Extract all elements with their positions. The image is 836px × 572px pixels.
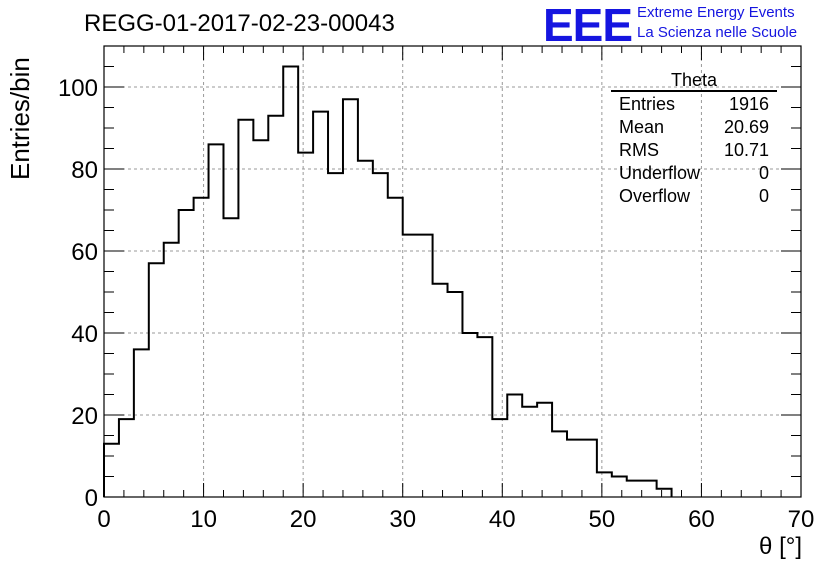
- eee-logo: EEE: [543, 0, 633, 51]
- histogram-bin: [268, 116, 283, 497]
- x-tick-label: 60: [688, 506, 715, 533]
- x-tick-label: 30: [389, 506, 416, 533]
- logo-line-1: Extreme Energy Events: [637, 4, 795, 21]
- histogram-bin: [104, 444, 119, 497]
- x-tick-label: 20: [290, 506, 317, 533]
- histogram-bin: [627, 481, 642, 497]
- stats-row: Underflow 0: [611, 162, 777, 185]
- stats-row: RMS 10.71: [611, 139, 777, 162]
- x-tick-label: 40: [489, 506, 516, 533]
- histogram-bin: [597, 472, 612, 497]
- stats-value: 1916: [728, 94, 769, 114]
- x-tick-label: 0: [97, 506, 110, 533]
- histogram-bin: [537, 403, 552, 497]
- stats-box: Theta Entries 1916 Mean 20.69 RMS 10.71 Underf…: [611, 71, 777, 208]
- histogram-bin: [433, 284, 448, 497]
- histogram-bin: [418, 235, 433, 497]
- stats-label: Overflow: [619, 186, 691, 206]
- y-tick-label: 20: [71, 403, 98, 430]
- histogram-bin: [119, 419, 134, 497]
- histogram-bin: [328, 173, 343, 497]
- histogram-bin: [477, 337, 492, 497]
- histogram-bin: [283, 67, 298, 498]
- histogram-bin: [522, 407, 537, 497]
- histogram-bin: [179, 210, 194, 497]
- histogram-bin: [567, 440, 582, 497]
- histogram-bin: [343, 99, 358, 497]
- stats-value: 0: [758, 163, 769, 183]
- y-tick-label: 100: [58, 75, 98, 102]
- stats-label: RMS: [619, 140, 659, 160]
- histogram-bin: [582, 440, 597, 497]
- stats-label: Mean: [619, 117, 665, 137]
- logo-line-2: La Scienza nelle Scuole: [637, 24, 798, 41]
- stats-value: 0: [758, 186, 769, 206]
- y-tick-label: 60: [71, 239, 98, 266]
- histogram-series: [103, 65, 673, 497]
- histogram-bin: [373, 173, 388, 497]
- y-tick-label: 80: [71, 157, 98, 184]
- chart-title: REGG-01-2017-02-23-00043: [84, 10, 395, 37]
- x-axis-label: θ [°]: [759, 533, 802, 560]
- histogram-bin: [492, 419, 507, 497]
- histogram-bin: [164, 243, 179, 497]
- histogram-bin: [223, 218, 238, 497]
- histogram-bin: [388, 198, 403, 497]
- histogram-bin: [194, 198, 209, 497]
- y-tick-label: 0: [85, 485, 98, 512]
- stats-row: Mean 20.69: [611, 116, 777, 139]
- histogram-bin: [552, 431, 567, 497]
- histogram-bin: [657, 489, 672, 497]
- stats-title: Theta: [611, 71, 777, 92]
- x-tick-label: 10: [190, 506, 217, 533]
- y-tick-label: 40: [71, 321, 98, 348]
- stats-label: Underflow: [619, 163, 701, 183]
- y-axis-label: Entries/bin: [5, 57, 35, 180]
- stats-row: Entries 1916: [611, 93, 777, 116]
- histogram-bin: [612, 477, 627, 498]
- stats-value: 20.69: [723, 117, 769, 137]
- histogram-bin: [298, 153, 313, 497]
- histogram-bin: [149, 263, 164, 497]
- stats-value: 10.71: [723, 140, 769, 160]
- histogram-bin: [134, 349, 149, 497]
- stats-row: Overflow 0: [611, 185, 777, 208]
- histogram-bin: [238, 120, 253, 497]
- x-tick-label: 50: [589, 506, 616, 533]
- x-tick-label: 70: [788, 506, 815, 533]
- histogram-bin: [507, 395, 522, 498]
- histogram-bin: [253, 140, 268, 497]
- histogram-bin: [642, 481, 657, 497]
- histogram-bin: [358, 161, 373, 497]
- histogram-bin: [209, 144, 224, 497]
- histogram-bin: [403, 235, 418, 497]
- histogram-bin: [448, 292, 463, 497]
- stats-label: Entries: [619, 94, 676, 114]
